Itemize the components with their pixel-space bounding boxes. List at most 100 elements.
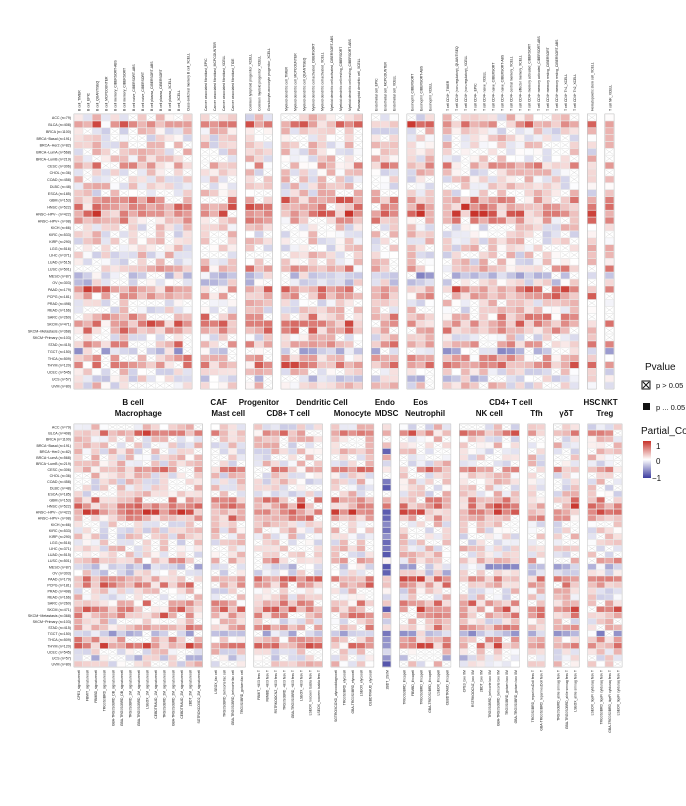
heatmap-cell <box>200 265 210 273</box>
group-frame <box>210 423 246 668</box>
heatmap-cell <box>527 582 537 588</box>
heatmap-cell <box>245 114 255 121</box>
heatmap-cell <box>399 557 408 564</box>
heatmap-cell <box>587 162 597 169</box>
heatmap-cell <box>469 375 479 383</box>
heatmap-cell <box>469 155 479 163</box>
ns-mark <box>211 491 219 497</box>
heatmap-cell <box>92 320 102 328</box>
heatmap-cell <box>137 334 147 341</box>
heatmap-cell <box>83 258 93 266</box>
heatmap-cell <box>469 169 479 176</box>
heatmap-cell <box>134 551 143 558</box>
heatmap-cell <box>296 660 306 667</box>
heatmap-cell <box>570 612 580 619</box>
heatmap-cell <box>348 496 357 503</box>
heatmap-cell <box>218 347 228 355</box>
heatmap-cell <box>560 237 570 245</box>
heatmap-cell <box>451 210 461 218</box>
heatmap-cell <box>497 279 507 286</box>
heatmap-cell <box>339 630 349 637</box>
ns-mark <box>183 142 192 148</box>
ns-mark <box>169 546 176 551</box>
heatmap-cell <box>137 313 147 321</box>
heatmap-cell <box>371 244 381 252</box>
column-label: Eosinophil_XCELL <box>428 83 432 111</box>
heatmap-cell <box>416 155 426 163</box>
heatmap-cell <box>389 354 399 362</box>
heatmap-cell <box>356 618 366 625</box>
heatmap-cell <box>200 224 210 231</box>
heatmap-cell <box>469 175 479 183</box>
heatmap-cell <box>128 285 138 293</box>
heatmap-cell <box>151 472 160 479</box>
heatmap-cell <box>353 279 363 286</box>
group-label: CD8+ T cell <box>266 409 309 418</box>
column-label: B cell memory_CIBERSORT-ABS <box>114 59 118 111</box>
heatmap-cell <box>416 134 426 142</box>
column-label: Cancer associated fibroblast_EPIC <box>204 58 208 111</box>
ns-mark <box>186 467 194 472</box>
heatmap-cell <box>562 527 571 534</box>
heatmap-cell <box>524 368 534 376</box>
heatmap-cell <box>562 490 571 497</box>
ns-mark <box>264 348 272 354</box>
heatmap-cell <box>527 490 537 497</box>
heatmap-cell <box>74 320 84 328</box>
heatmap-cell <box>506 265 516 273</box>
ns-mark <box>220 594 228 600</box>
heatmap-cell <box>469 340 479 348</box>
heatmap-cell <box>317 155 327 163</box>
heatmap-cell <box>604 265 614 273</box>
heatmap-cell <box>74 496 83 503</box>
heatmap-cell <box>569 217 579 224</box>
ns-mark <box>562 661 570 667</box>
heatmap-cell <box>502 515 511 522</box>
heatmap-cell <box>176 503 186 509</box>
heatmap-cell <box>442 509 451 516</box>
heatmap-cell <box>425 141 435 149</box>
heatmap-cell <box>271 575 280 582</box>
heatmap-cell <box>416 430 426 437</box>
heatmap-cell <box>506 299 516 307</box>
ns-mark <box>219 197 227 203</box>
ns-mark <box>327 224 335 231</box>
heatmap-cell <box>479 155 489 163</box>
ns-mark <box>220 546 228 551</box>
heatmap-cell <box>185 533 194 540</box>
heatmap-cell <box>542 279 552 286</box>
heatmap-cell <box>164 265 174 273</box>
heatmap-cell <box>194 575 203 582</box>
heatmap-cell <box>433 594 443 601</box>
heatmap-cell <box>433 642 443 649</box>
heatmap-cell <box>467 545 477 552</box>
heatmap-cell <box>92 279 102 286</box>
group-label: MDSC <box>375 409 399 418</box>
heatmap-cell <box>173 189 183 197</box>
heatmap-cell <box>587 175 597 183</box>
ns-mark <box>571 528 579 533</box>
ns-mark <box>390 238 398 244</box>
heatmap-cell <box>125 460 134 467</box>
heatmap-cell <box>200 320 210 328</box>
heatmap-cell <box>279 424 289 431</box>
ns-mark <box>111 176 119 182</box>
heatmap-cell <box>460 306 470 314</box>
heatmap-cell <box>479 162 489 169</box>
heatmap-cell <box>399 430 408 437</box>
heatmap-cell <box>228 430 237 437</box>
heatmap-cell <box>510 606 520 613</box>
heatmap-cell <box>488 354 498 362</box>
heatmap-cell <box>570 442 580 449</box>
heatmap-cell <box>146 169 156 176</box>
heatmap-cell <box>119 134 129 142</box>
heatmap-cell <box>116 648 126 655</box>
heatmap-cell <box>245 320 255 328</box>
ns-mark <box>160 449 168 454</box>
ns-mark <box>354 300 362 306</box>
heatmap-cell <box>460 272 470 279</box>
ns-mark <box>552 149 560 155</box>
heatmap-cell <box>469 382 479 389</box>
heatmap-cell <box>263 141 273 149</box>
heatmap-cell <box>479 299 489 307</box>
